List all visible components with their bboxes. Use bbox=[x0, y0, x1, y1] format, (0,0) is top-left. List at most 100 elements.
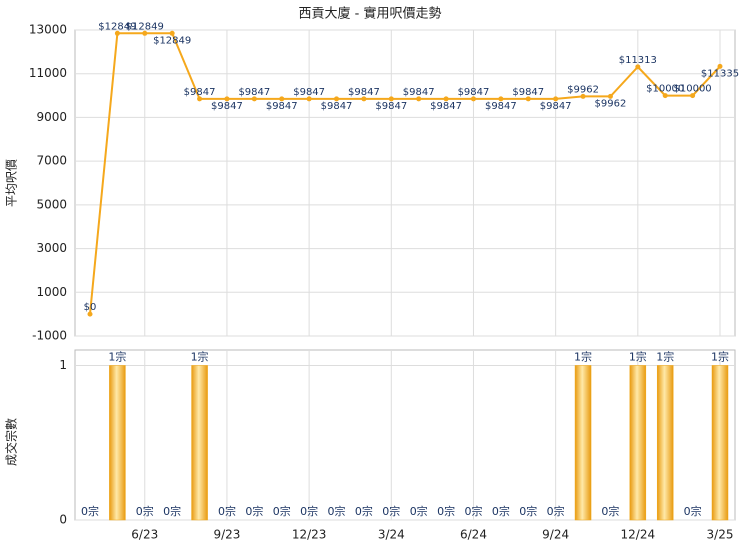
y-tick-label: 7000 bbox=[36, 154, 67, 168]
point bbox=[553, 96, 559, 102]
value-label: $9847 bbox=[238, 87, 270, 98]
value-label: $12849 bbox=[98, 21, 136, 32]
plot-area bbox=[74, 29, 736, 337]
value-label: $11335 bbox=[701, 68, 739, 79]
point bbox=[662, 93, 668, 99]
bar bbox=[109, 365, 126, 521]
y-axis-label: 成交宗數 bbox=[4, 418, 19, 466]
value-label: $9847 bbox=[458, 87, 490, 98]
value-label: 0宗 bbox=[464, 504, 482, 518]
bar bbox=[574, 365, 592, 521]
y-tick-label: 13000 bbox=[29, 23, 67, 37]
point bbox=[388, 96, 394, 102]
x-tick-label: 3/24 bbox=[378, 528, 405, 542]
value-label: 1宗 bbox=[574, 349, 592, 363]
y-axis-label: 平均呎價 bbox=[5, 159, 19, 207]
y-tick-label: 1 bbox=[59, 358, 67, 372]
value-label: $9962 bbox=[595, 98, 627, 109]
point bbox=[334, 96, 340, 102]
point bbox=[690, 93, 696, 99]
x-tick-label: 3/25 bbox=[707, 528, 734, 542]
point bbox=[306, 96, 312, 102]
value-label: 1宗 bbox=[711, 349, 729, 363]
value-label: $9847 bbox=[184, 87, 216, 98]
value-label: $9847 bbox=[321, 101, 353, 112]
value-label: 0宗 bbox=[684, 504, 702, 518]
x-tick-label: 9/23 bbox=[213, 528, 240, 542]
value-label: 0宗 bbox=[437, 504, 455, 518]
x-tick-label: 9/24 bbox=[542, 528, 569, 542]
value-label: $9847 bbox=[485, 101, 517, 112]
value-label: 0宗 bbox=[300, 504, 318, 518]
y-tick-label: 1000 bbox=[36, 285, 67, 299]
value-label: $12849 bbox=[126, 21, 164, 32]
chart-title: 西貢大廈 - 實用呎價走勢 bbox=[299, 6, 442, 22]
point bbox=[279, 96, 285, 102]
point bbox=[87, 311, 93, 317]
point bbox=[717, 63, 723, 69]
point bbox=[470, 96, 476, 102]
value-label: 1宗 bbox=[629, 349, 647, 363]
x-tick-label: 12/24 bbox=[621, 528, 656, 542]
value-label: 0宗 bbox=[273, 504, 291, 518]
point bbox=[169, 30, 175, 36]
value-label: $9847 bbox=[348, 87, 380, 98]
value-label: 0宗 bbox=[355, 504, 373, 518]
value-label: 0宗 bbox=[245, 504, 263, 518]
bar bbox=[629, 365, 647, 521]
value-label: $9847 bbox=[375, 101, 407, 112]
value-label: $10000 bbox=[674, 84, 712, 95]
point bbox=[525, 96, 531, 102]
point bbox=[498, 96, 504, 102]
point bbox=[580, 93, 586, 99]
y-tick-label: -1000 bbox=[32, 329, 67, 343]
value-label: 0宗 bbox=[492, 504, 510, 518]
value-label: $12849 bbox=[153, 35, 191, 46]
value-label: $9847 bbox=[512, 87, 544, 98]
value-label: $0 bbox=[84, 302, 97, 313]
bar bbox=[191, 365, 208, 521]
value-label: 1宗 bbox=[191, 349, 209, 363]
x-tick-label: 6/23 bbox=[131, 528, 158, 542]
point bbox=[251, 96, 257, 102]
point bbox=[607, 93, 613, 99]
value-label: 0宗 bbox=[218, 504, 236, 518]
y-tick-label: 9000 bbox=[36, 110, 67, 124]
value-label: 0宗 bbox=[81, 504, 99, 518]
value-label: $9847 bbox=[266, 101, 298, 112]
value-label: $9847 bbox=[540, 101, 572, 112]
value-label: 0宗 bbox=[601, 504, 619, 518]
value-label: 0宗 bbox=[136, 504, 154, 518]
value-label: $9847 bbox=[430, 101, 462, 112]
value-label: 1宗 bbox=[656, 349, 674, 363]
value-label: $9847 bbox=[211, 101, 243, 112]
value-label: $9962 bbox=[567, 84, 599, 95]
value-label: 0宗 bbox=[163, 504, 181, 518]
x-tick-label: 12/23 bbox=[292, 528, 327, 542]
value-label: $9847 bbox=[293, 87, 325, 98]
value-label: $10000 bbox=[646, 84, 684, 95]
value-label: $11313 bbox=[619, 55, 657, 66]
point bbox=[443, 96, 449, 102]
point bbox=[142, 30, 148, 36]
point bbox=[114, 30, 120, 36]
point bbox=[416, 96, 422, 102]
point bbox=[635, 64, 641, 70]
value-label: 0宗 bbox=[410, 504, 428, 518]
y-tick-label: 5000 bbox=[36, 197, 67, 211]
value-label: 0宗 bbox=[547, 504, 565, 518]
value-label: 0宗 bbox=[382, 504, 400, 518]
value-label: 1宗 bbox=[108, 349, 126, 363]
line bbox=[89, 32, 721, 315]
bar bbox=[656, 365, 674, 521]
value-label: $9847 bbox=[403, 87, 435, 98]
value-label: 0宗 bbox=[519, 504, 537, 518]
bar bbox=[711, 365, 729, 521]
point bbox=[361, 96, 367, 102]
value-label: 0宗 bbox=[328, 504, 346, 518]
y-tick-label: 11000 bbox=[29, 66, 67, 80]
x-tick-label: 6/24 bbox=[460, 528, 487, 542]
point bbox=[224, 96, 230, 102]
y-tick-label: 3000 bbox=[36, 241, 67, 255]
